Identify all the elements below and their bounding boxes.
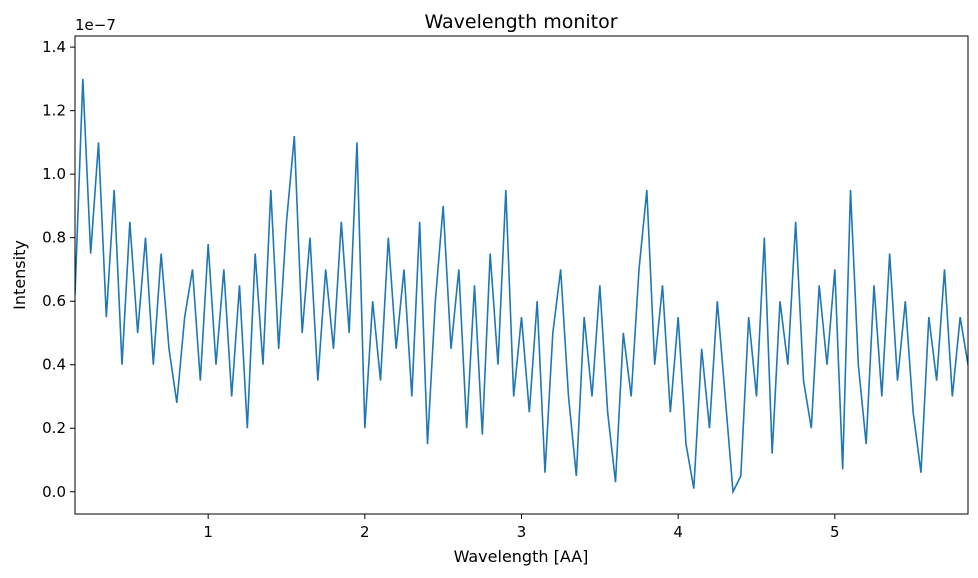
y-tick-label: 0.8	[42, 229, 66, 247]
y-tick-label: 0.0	[42, 483, 66, 501]
x-tick-label: 4	[673, 523, 683, 541]
x-axis-label: Wavelength [AA]	[454, 547, 589, 566]
y-axis-label: Intensity	[10, 240, 29, 310]
y-tick-label: 1.2	[42, 102, 66, 120]
y-tick-label: 0.2	[42, 419, 66, 437]
line-series	[75, 78, 968, 495]
y-offset-label: 1e−7	[75, 16, 116, 34]
chart-title: Wavelength monitor	[424, 11, 617, 33]
x-tick-label: 2	[360, 523, 370, 541]
y-tick-label: 0.6	[42, 292, 66, 310]
axes-frame	[74, 35, 969, 515]
y-tick-label: 0.4	[42, 356, 66, 374]
y-tick-label: 1.0	[42, 165, 66, 183]
y-tick-label: 1.4	[42, 38, 66, 56]
x-tick-label: 5	[830, 523, 840, 541]
x-tick-label: 3	[517, 523, 527, 541]
x-tick-label: 1	[203, 523, 213, 541]
